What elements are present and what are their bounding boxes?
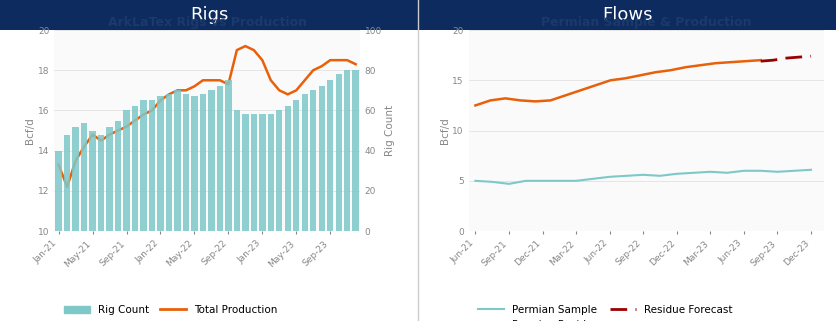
Bar xyxy=(55,151,62,231)
Bar xyxy=(301,94,308,231)
Bar xyxy=(200,94,206,231)
Bar xyxy=(64,134,70,231)
Bar xyxy=(276,110,282,231)
Bar xyxy=(250,115,257,231)
Bar xyxy=(106,126,113,231)
Bar xyxy=(149,100,155,231)
Bar xyxy=(98,134,104,231)
Text: Rigs: Rigs xyxy=(190,6,228,24)
Bar xyxy=(182,94,189,231)
Bar xyxy=(327,80,333,231)
Bar xyxy=(140,100,146,231)
Bar xyxy=(191,96,197,231)
Y-axis label: Rig Count: Rig Count xyxy=(385,105,395,156)
Bar xyxy=(166,94,172,231)
Bar xyxy=(73,126,79,231)
Text: Flows: Flows xyxy=(602,6,652,24)
Legend: Rig Count, Total Production: Rig Count, Total Production xyxy=(59,301,281,319)
Bar xyxy=(81,123,87,231)
Y-axis label: Bcf/d: Bcf/d xyxy=(25,117,35,144)
Title: ArkLaTex Rigs vs Production: ArkLaTex Rigs vs Production xyxy=(108,16,306,29)
Bar xyxy=(319,86,324,231)
Y-axis label: Bcf/d: Bcf/d xyxy=(439,117,449,144)
Bar xyxy=(259,115,265,231)
Bar xyxy=(123,110,130,231)
Bar xyxy=(309,90,316,231)
Bar xyxy=(225,80,232,231)
Bar xyxy=(293,100,299,231)
Bar xyxy=(268,115,273,231)
Bar xyxy=(157,96,164,231)
Bar xyxy=(352,70,359,231)
Bar xyxy=(174,90,181,231)
Bar xyxy=(284,107,291,231)
Bar xyxy=(233,110,240,231)
Bar xyxy=(132,107,138,231)
Bar xyxy=(89,131,95,231)
Bar xyxy=(217,86,223,231)
Bar xyxy=(344,70,350,231)
Bar xyxy=(242,115,248,231)
Bar xyxy=(208,90,214,231)
Legend: Permian Sample, Permian Residue, Residue Forecast: Permian Sample, Permian Residue, Residue… xyxy=(473,301,736,321)
Title: Permian Sample & Production: Permian Sample & Production xyxy=(541,16,751,29)
Bar xyxy=(335,74,341,231)
Bar xyxy=(115,120,121,231)
